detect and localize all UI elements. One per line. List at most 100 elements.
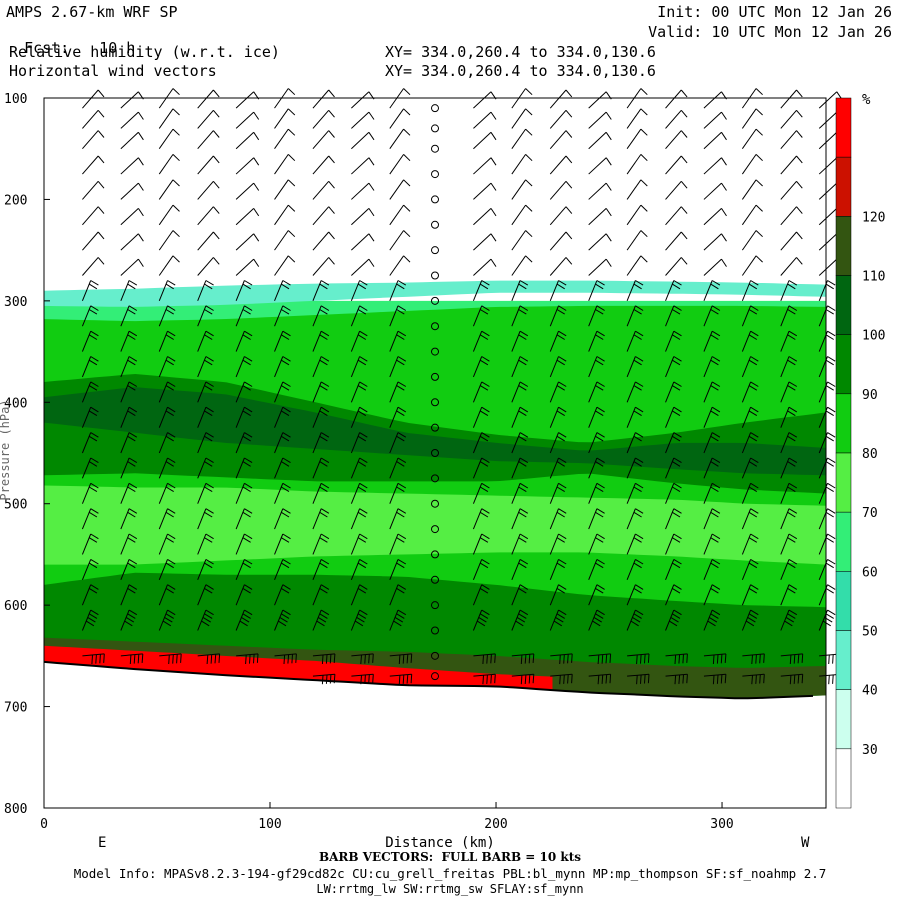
wind-barb-flag: [325, 674, 328, 684]
wind-barb-flag: [281, 435, 290, 442]
wind-barb-staff: [703, 91, 722, 109]
wind-barb-flag: [359, 558, 368, 565]
wind-barb-staff: [588, 483, 598, 504]
wind-barb-flag: [673, 280, 682, 286]
wind-barb-flag: [319, 537, 328, 543]
wind-barb-staff: [703, 157, 722, 175]
wind-barb-staff: [274, 179, 289, 200]
wind-barb-flag: [372, 674, 374, 684]
calm-marker: [431, 372, 439, 381]
wind-barb-flag: [320, 280, 330, 286]
wind-barb-staff: [472, 280, 483, 302]
wind-barb-flag: [680, 180, 688, 189]
wind-barb-flag: [213, 130, 220, 138]
wind-barb-flag: [281, 587, 290, 594]
calm-marker: [431, 296, 439, 305]
wind-barb-flag: [201, 620, 210, 627]
wind-barb-flag: [710, 359, 719, 366]
wind-barb-flag: [519, 330, 529, 337]
wind-barb-staff: [120, 508, 130, 530]
wind-barb-flag: [320, 584, 330, 590]
wind-barb-flag: [244, 406, 253, 413]
wind-barb-staff: [588, 673, 611, 677]
wind-barb-flag: [325, 654, 328, 664]
wind-barb-staff: [549, 584, 559, 606]
wind-barb-staff: [511, 356, 521, 378]
wind-barb-staff: [588, 91, 607, 109]
wind-barb-staff: [588, 584, 598, 606]
wind-barb-staff: [351, 233, 370, 251]
wind-barb-staff: [626, 204, 642, 226]
wind-barb-flag: [524, 654, 527, 664]
wind-barb-flag: [672, 587, 681, 594]
wind-barb-flag: [356, 616, 365, 623]
wind-barb-flag: [397, 482, 407, 489]
wind-barb-flag: [479, 537, 489, 543]
wind-barb-staff: [626, 559, 636, 580]
wind-barb-flag: [710, 385, 719, 391]
wind-barb-flag: [396, 334, 405, 340]
wind-barb-flag: [789, 654, 792, 665]
wind-barb-staff: [120, 533, 130, 555]
wind-barb-staff: [473, 111, 492, 129]
wind-barb-flag: [787, 309, 796, 315]
wind-barb-staff: [703, 111, 722, 129]
header-xy1: XY= 334.0,260.4 to 334.0,130.6: [385, 43, 656, 61]
wind-barb-staff: [665, 584, 675, 606]
wind-barb-flag: [558, 406, 567, 413]
wind-barb-staff: [549, 130, 567, 150]
wind-barb-flag: [556, 562, 565, 569]
wind-barb-staff: [665, 407, 675, 428]
wind-barb-flag: [396, 435, 405, 442]
colorbar-tick-label: 100: [862, 329, 885, 344]
wind-barb-staff: [627, 673, 650, 677]
wind-barb-staff: [588, 258, 607, 276]
wind-barb-flag: [397, 558, 407, 565]
calm-marker: [431, 170, 439, 179]
wind-barb-flag: [672, 385, 681, 391]
wind-barb-flag: [328, 231, 335, 240]
wind-barb-flag: [673, 533, 682, 540]
wind-barb-staff: [197, 89, 214, 109]
rh-layer-7: [44, 645, 553, 691]
wind-barb-staff: [197, 653, 220, 657]
wind-barb-flag: [253, 182, 260, 191]
wind-barb-flag: [640, 154, 648, 162]
wind-barb-staff: [312, 432, 322, 454]
wind-barb-flag: [97, 206, 105, 214]
wind-barb-staff: [511, 609, 521, 631]
wind-barb-flag: [249, 654, 251, 664]
wind-barb-flag: [796, 231, 803, 240]
wind-barb-staff: [120, 407, 130, 428]
wind-barb-staff: [741, 204, 757, 226]
wind-barb-flag: [165, 562, 174, 569]
wind-barb-flag: [176, 654, 178, 664]
wind-barb-flag: [479, 435, 489, 442]
colorbar-bin: [835, 97, 852, 158]
x-axis-title: Distance (km): [385, 835, 495, 851]
wind-barb-flag: [357, 309, 367, 315]
wind-barb-staff: [703, 653, 726, 657]
wind-barb-flag: [748, 587, 758, 594]
wind-barb-flag: [673, 558, 682, 565]
wind-barb-flag: [711, 305, 721, 311]
wind-barb-staff: [472, 609, 483, 631]
wind-barb-flag: [788, 432, 798, 438]
wind-barb-staff: [626, 533, 636, 555]
wind-barb-flag: [605, 182, 612, 191]
wind-barb-staff: [274, 653, 297, 657]
wind-barb-flag: [556, 283, 565, 290]
wind-barb-staff: [742, 673, 765, 677]
wind-barb-flag: [244, 508, 253, 514]
wind-barb-staff: [626, 609, 636, 631]
wind-barb-staff: [389, 255, 405, 276]
wind-barb-flag: [242, 359, 251, 366]
wind-barb-flag: [633, 562, 642, 569]
wind-barb-staff: [351, 91, 370, 109]
wind-barb-staff: [703, 381, 713, 403]
wind-barb-flag: [479, 461, 489, 467]
wind-barb-staff: [511, 457, 521, 479]
wind-barb-flag: [710, 511, 719, 518]
wind-barb-flag: [127, 385, 136, 391]
wind-barb-staff: [274, 584, 284, 606]
